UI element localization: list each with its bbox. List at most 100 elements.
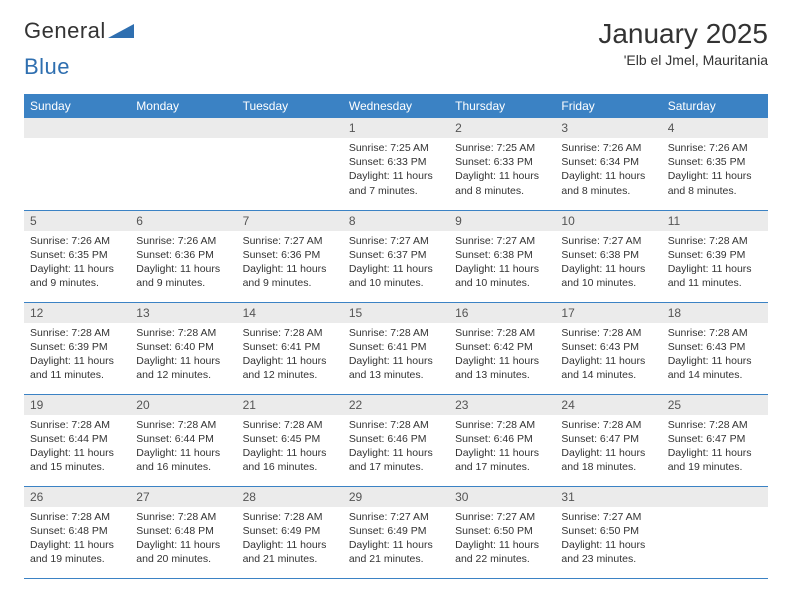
day-body: Sunrise: 7:27 AMSunset: 6:38 PMDaylight:… <box>555 231 661 297</box>
day-body: Sunrise: 7:26 AMSunset: 6:34 PMDaylight:… <box>555 138 661 204</box>
day-body: Sunrise: 7:28 AMSunset: 6:42 PMDaylight:… <box>449 323 555 389</box>
day-number: 12 <box>24 303 130 323</box>
day-number: 28 <box>237 487 343 507</box>
calendar-cell: 12Sunrise: 7:28 AMSunset: 6:39 PMDayligh… <box>24 302 130 394</box>
day-number: 22 <box>343 395 449 415</box>
calendar-cell: 24Sunrise: 7:28 AMSunset: 6:47 PMDayligh… <box>555 394 661 486</box>
calendar-cell: 2Sunrise: 7:25 AMSunset: 6:33 PMDaylight… <box>449 118 555 210</box>
calendar-cell: 29Sunrise: 7:27 AMSunset: 6:49 PMDayligh… <box>343 486 449 578</box>
day-number: 20 <box>130 395 236 415</box>
day-number: 14 <box>237 303 343 323</box>
calendar-cell: 6Sunrise: 7:26 AMSunset: 6:36 PMDaylight… <box>130 210 236 302</box>
day-number: 21 <box>237 395 343 415</box>
day-header: Friday <box>555 94 661 118</box>
calendar-cell: 1Sunrise: 7:25 AMSunset: 6:33 PMDaylight… <box>343 118 449 210</box>
logo-text: General <box>24 18 106 44</box>
calendar-cell: 13Sunrise: 7:28 AMSunset: 6:40 PMDayligh… <box>130 302 236 394</box>
calendar-cell: 21Sunrise: 7:28 AMSunset: 6:45 PMDayligh… <box>237 394 343 486</box>
day-body: Sunrise: 7:28 AMSunset: 6:39 PMDaylight:… <box>24 323 130 389</box>
calendar-cell: 5Sunrise: 7:26 AMSunset: 6:35 PMDaylight… <box>24 210 130 302</box>
day-number: 13 <box>130 303 236 323</box>
calendar-row: 12Sunrise: 7:28 AMSunset: 6:39 PMDayligh… <box>24 302 768 394</box>
day-body: Sunrise: 7:28 AMSunset: 6:46 PMDaylight:… <box>449 415 555 481</box>
calendar-cell: 20Sunrise: 7:28 AMSunset: 6:44 PMDayligh… <box>130 394 236 486</box>
day-body: Sunrise: 7:28 AMSunset: 6:44 PMDaylight:… <box>130 415 236 481</box>
day-number: 1 <box>343 118 449 138</box>
calendar-cell: 7Sunrise: 7:27 AMSunset: 6:36 PMDaylight… <box>237 210 343 302</box>
calendar-cell: 25Sunrise: 7:28 AMSunset: 6:47 PMDayligh… <box>662 394 768 486</box>
calendar-cell <box>24 118 130 210</box>
day-body: Sunrise: 7:27 AMSunset: 6:36 PMDaylight:… <box>237 231 343 297</box>
location: 'Elb el Jmel, Mauritania <box>598 52 768 68</box>
day-number: 10 <box>555 211 661 231</box>
title-block: January 2025 'Elb el Jmel, Mauritania <box>598 18 768 68</box>
day-number: 24 <box>555 395 661 415</box>
day-body: Sunrise: 7:28 AMSunset: 6:41 PMDaylight:… <box>343 323 449 389</box>
day-body: Sunrise: 7:28 AMSunset: 6:48 PMDaylight:… <box>24 507 130 573</box>
day-number: 30 <box>449 487 555 507</box>
calendar-cell: 17Sunrise: 7:28 AMSunset: 6:43 PMDayligh… <box>555 302 661 394</box>
calendar-cell: 23Sunrise: 7:28 AMSunset: 6:46 PMDayligh… <box>449 394 555 486</box>
calendar-cell <box>662 486 768 578</box>
day-number: 2 <box>449 118 555 138</box>
day-number: 8 <box>343 211 449 231</box>
calendar-cell: 28Sunrise: 7:28 AMSunset: 6:49 PMDayligh… <box>237 486 343 578</box>
day-body: Sunrise: 7:27 AMSunset: 6:50 PMDaylight:… <box>449 507 555 573</box>
day-number: 18 <box>662 303 768 323</box>
day-number: 25 <box>662 395 768 415</box>
calendar-row: 26Sunrise: 7:28 AMSunset: 6:48 PMDayligh… <box>24 486 768 578</box>
calendar-cell <box>237 118 343 210</box>
day-body: Sunrise: 7:25 AMSunset: 6:33 PMDaylight:… <box>449 138 555 204</box>
day-body: Sunrise: 7:28 AMSunset: 6:44 PMDaylight:… <box>24 415 130 481</box>
month-title: January 2025 <box>598 18 768 50</box>
day-header: Saturday <box>662 94 768 118</box>
calendar-cell: 14Sunrise: 7:28 AMSunset: 6:41 PMDayligh… <box>237 302 343 394</box>
calendar-table: SundayMondayTuesdayWednesdayThursdayFrid… <box>24 94 768 579</box>
day-body: Sunrise: 7:27 AMSunset: 6:37 PMDaylight:… <box>343 231 449 297</box>
calendar-cell: 8Sunrise: 7:27 AMSunset: 6:37 PMDaylight… <box>343 210 449 302</box>
day-number <box>662 487 768 507</box>
calendar-body: 1Sunrise: 7:25 AMSunset: 6:33 PMDaylight… <box>24 118 768 578</box>
day-body: Sunrise: 7:27 AMSunset: 6:50 PMDaylight:… <box>555 507 661 573</box>
calendar-cell: 16Sunrise: 7:28 AMSunset: 6:42 PMDayligh… <box>449 302 555 394</box>
calendar-cell: 30Sunrise: 7:27 AMSunset: 6:50 PMDayligh… <box>449 486 555 578</box>
day-body: Sunrise: 7:26 AMSunset: 6:36 PMDaylight:… <box>130 231 236 297</box>
calendar-row: 19Sunrise: 7:28 AMSunset: 6:44 PMDayligh… <box>24 394 768 486</box>
day-body: Sunrise: 7:28 AMSunset: 6:45 PMDaylight:… <box>237 415 343 481</box>
day-number: 16 <box>449 303 555 323</box>
calendar-cell: 22Sunrise: 7:28 AMSunset: 6:46 PMDayligh… <box>343 394 449 486</box>
day-number: 27 <box>130 487 236 507</box>
day-body: Sunrise: 7:26 AMSunset: 6:35 PMDaylight:… <box>24 231 130 297</box>
day-number: 26 <box>24 487 130 507</box>
day-number: 4 <box>662 118 768 138</box>
day-header: Wednesday <box>343 94 449 118</box>
calendar-row: 5Sunrise: 7:26 AMSunset: 6:35 PMDaylight… <box>24 210 768 302</box>
day-number: 5 <box>24 211 130 231</box>
day-header: Sunday <box>24 94 130 118</box>
day-body: Sunrise: 7:27 AMSunset: 6:38 PMDaylight:… <box>449 231 555 297</box>
calendar-cell: 26Sunrise: 7:28 AMSunset: 6:48 PMDayligh… <box>24 486 130 578</box>
day-body: Sunrise: 7:28 AMSunset: 6:39 PMDaylight:… <box>662 231 768 297</box>
day-body: Sunrise: 7:28 AMSunset: 6:43 PMDaylight:… <box>555 323 661 389</box>
day-number: 23 <box>449 395 555 415</box>
day-body: Sunrise: 7:28 AMSunset: 6:47 PMDaylight:… <box>662 415 768 481</box>
day-body: Sunrise: 7:28 AMSunset: 6:41 PMDaylight:… <box>237 323 343 389</box>
logo-triangle-icon <box>108 20 134 43</box>
calendar-cell: 27Sunrise: 7:28 AMSunset: 6:48 PMDayligh… <box>130 486 236 578</box>
logo-text-part2: Blue <box>24 54 70 79</box>
day-number <box>237 118 343 138</box>
day-header: Thursday <box>449 94 555 118</box>
day-number: 15 <box>343 303 449 323</box>
calendar-cell: 3Sunrise: 7:26 AMSunset: 6:34 PMDaylight… <box>555 118 661 210</box>
day-number <box>130 118 236 138</box>
day-number: 29 <box>343 487 449 507</box>
calendar-cell: 10Sunrise: 7:27 AMSunset: 6:38 PMDayligh… <box>555 210 661 302</box>
day-body: Sunrise: 7:28 AMSunset: 6:46 PMDaylight:… <box>343 415 449 481</box>
calendar-cell: 11Sunrise: 7:28 AMSunset: 6:39 PMDayligh… <box>662 210 768 302</box>
calendar-cell: 19Sunrise: 7:28 AMSunset: 6:44 PMDayligh… <box>24 394 130 486</box>
calendar-cell: 9Sunrise: 7:27 AMSunset: 6:38 PMDaylight… <box>449 210 555 302</box>
calendar-cell: 31Sunrise: 7:27 AMSunset: 6:50 PMDayligh… <box>555 486 661 578</box>
calendar-row: 1Sunrise: 7:25 AMSunset: 6:33 PMDaylight… <box>24 118 768 210</box>
day-body: Sunrise: 7:28 AMSunset: 6:43 PMDaylight:… <box>662 323 768 389</box>
calendar-head: SundayMondayTuesdayWednesdayThursdayFrid… <box>24 94 768 118</box>
